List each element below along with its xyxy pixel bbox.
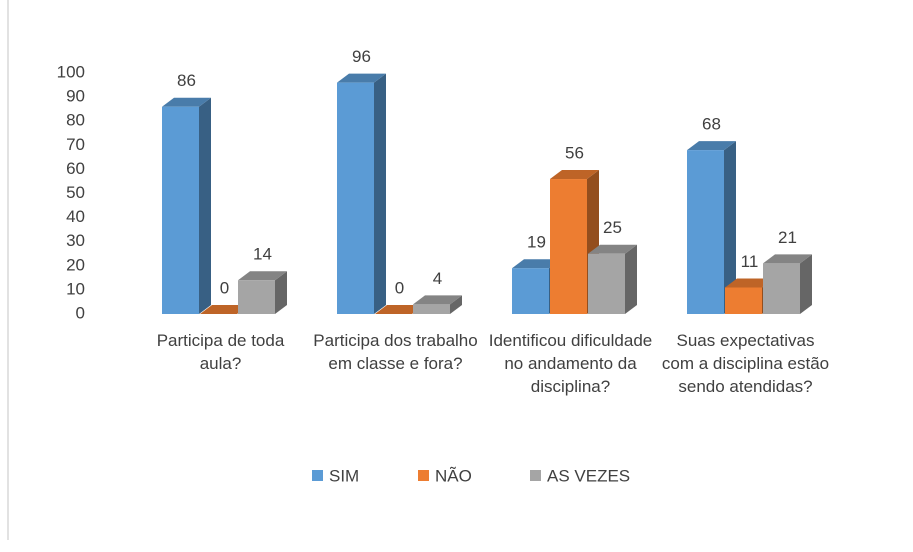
- bar-side: [275, 271, 287, 314]
- x-tick-label: Participa de toda aula?: [156, 331, 285, 373]
- y-tick-label: 80: [66, 111, 85, 130]
- bar-top: [512, 259, 561, 269]
- bar-side: [199, 97, 211, 315]
- bar-top: [588, 244, 637, 254]
- data-label: 19: [527, 233, 546, 252]
- legend-swatch: [530, 470, 541, 481]
- y-tick-label: 10: [66, 279, 85, 298]
- data-label: 68: [702, 115, 721, 134]
- y-tick-label: 90: [66, 87, 85, 106]
- bar-front: [337, 82, 374, 314]
- bar: [200, 305, 249, 314]
- bar: [763, 254, 812, 314]
- bar-top: [238, 271, 287, 281]
- bar-top: [550, 170, 599, 180]
- bar: [588, 244, 637, 314]
- bar-side: [450, 295, 462, 314]
- bar-side: [625, 244, 637, 314]
- y-tick-label: 70: [66, 135, 85, 154]
- bar-front: [413, 304, 450, 314]
- data-label: 56: [565, 144, 584, 163]
- bar: [687, 141, 736, 314]
- y-tick-label: 0: [76, 303, 85, 322]
- legend-label: NÃO: [435, 466, 472, 485]
- bar-top: [375, 305, 424, 314]
- data-label: 14: [253, 245, 272, 264]
- bar-side: [800, 254, 812, 314]
- bar-front: [512, 268, 549, 314]
- data-label: 25: [603, 218, 622, 237]
- y-tick-label: 40: [66, 207, 85, 226]
- y-tick-label: 60: [66, 159, 85, 178]
- legend-swatch: [418, 470, 429, 481]
- bar-top: [413, 295, 462, 305]
- x-tick-label: Suas expectativas com a disciplina estão…: [661, 331, 830, 396]
- bar: [337, 73, 386, 314]
- data-label: 21: [778, 228, 797, 247]
- bar-top: [763, 254, 812, 264]
- bar-top: [687, 141, 736, 151]
- bar-front: [238, 280, 275, 314]
- bar-front: [763, 263, 800, 314]
- x-tick-label: Identificou dificuldade no andamento da …: [488, 331, 653, 396]
- legend-label: AS VEZES: [547, 466, 630, 485]
- bar-top: [337, 73, 386, 83]
- y-tick-label: 50: [66, 183, 85, 202]
- bar-front: [588, 253, 625, 314]
- bar-front: [725, 287, 762, 314]
- data-label: 86: [177, 71, 196, 90]
- bar-top: [725, 278, 774, 288]
- bar: [375, 305, 424, 314]
- data-label: 4: [433, 269, 442, 288]
- bar: [413, 295, 462, 314]
- y-tick-label: 30: [66, 231, 85, 250]
- bar-top: [162, 97, 211, 107]
- bar: [238, 271, 287, 314]
- y-tick-label: 20: [66, 255, 85, 274]
- legend-swatch: [312, 470, 323, 481]
- bar-front: [550, 179, 587, 314]
- y-tick-label: 100: [57, 62, 85, 81]
- data-label: 0: [395, 278, 404, 297]
- bar-front: [687, 150, 724, 314]
- data-label: 11: [741, 252, 759, 271]
- x-tick-label: Participa dos trabalho em classe e fora?: [313, 331, 478, 373]
- data-label: 96: [352, 47, 371, 66]
- bar-front: [162, 106, 199, 315]
- data-label: 0: [220, 278, 229, 297]
- bar-side: [724, 141, 736, 314]
- bar-side: [374, 73, 386, 314]
- bar: [162, 97, 211, 315]
- legend-label: SIM: [329, 466, 359, 485]
- bar-top: [200, 305, 249, 314]
